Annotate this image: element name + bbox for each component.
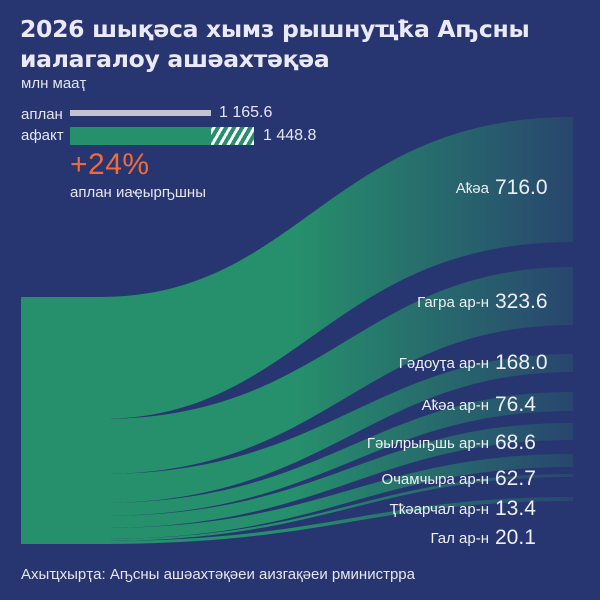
legend-plan-value: 1 165.6	[219, 104, 273, 121]
flow-gulripsh	[21, 423, 573, 528]
flow-akua-district	[21, 392, 573, 516]
region-label: Аҟәа	[455, 180, 489, 197]
region-label: Ҭҟәарчал ар-н	[389, 501, 489, 518]
legend-fact-value: 1 448.8	[263, 127, 317, 144]
legend-plan-label: аплан	[21, 106, 63, 123]
region-label: Гал ар-н	[430, 530, 489, 547]
region-value: 20.1	[495, 526, 536, 549]
legend-fact-label: афакт	[21, 127, 64, 144]
region-label: Гәдоуҭа ар-н	[398, 355, 489, 372]
legend-plan-bar	[70, 110, 211, 116]
flow-gagra	[21, 267, 573, 474]
region-value: 323.6	[495, 290, 548, 313]
region-value: 168.0	[495, 351, 548, 374]
legend-fact-excess-hatch	[211, 127, 254, 145]
region-label: Аҟәа ар-н	[421, 397, 489, 414]
unit-label: млн мааҭ	[21, 75, 87, 92]
flow-gal	[21, 497, 573, 544]
flow-akua	[21, 117, 573, 419]
region-value: 62.7	[495, 467, 536, 490]
region-label: Очамчыра ар-н	[381, 471, 489, 488]
change-label: аплан иаҿырҧшны	[70, 184, 206, 201]
region-value: 68.6	[495, 431, 536, 454]
region-value: 76.4	[495, 393, 536, 416]
source-note: Ахыҵхырҭа: Аҧсны ашәахтәқәеи аизгақәеи р…	[21, 566, 415, 583]
region-value: 716.0	[495, 176, 548, 199]
chart-title: 2026 шықәса хымз рышнуҵҟа Аҧсны иалагало…	[20, 15, 530, 73]
flow-ochamchira	[21, 454, 573, 539]
flow-gudauta	[21, 354, 573, 503]
change-percent: +24%	[70, 148, 150, 181]
region-label: Гагра ар-н	[417, 294, 489, 311]
region-label: Гәылрыҧшь ар-н	[366, 435, 489, 452]
region-value: 13.4	[495, 497, 536, 520]
legend-fact-bar	[70, 127, 211, 145]
